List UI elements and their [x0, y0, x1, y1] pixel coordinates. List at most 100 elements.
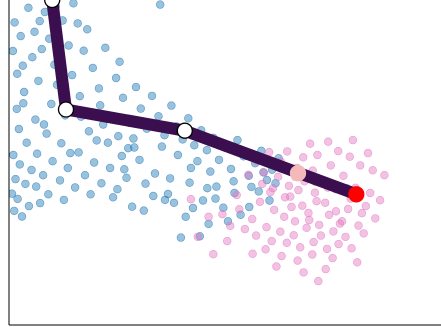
scatter-point: [282, 238, 291, 248]
scatter-point: [70, 183, 80, 192]
path-marker: [348, 186, 365, 203]
scatter-point: [88, 63, 98, 73]
scatter-point: [232, 190, 241, 200]
scatter-point: [63, 163, 73, 173]
scatter-point: [363, 148, 373, 158]
scatter-point: [30, 27, 39, 36]
scatter-point: [380, 171, 389, 180]
scatter-point: [82, 25, 92, 34]
scatter-point: [193, 232, 203, 242]
scatter-point: [272, 262, 281, 271]
scatter-point: [276, 227, 285, 236]
scatter-point: [21, 179, 30, 189]
scatter-point: [366, 188, 375, 198]
scatter-point: [24, 201, 34, 211]
path-marker: [176, 122, 193, 139]
scatter-point: [122, 173, 131, 183]
scatter-point: [186, 195, 196, 204]
scatter-point: [219, 203, 228, 212]
scatter-point: [167, 101, 176, 110]
scatter-point: [247, 182, 256, 192]
scatter-point: [305, 139, 315, 148]
scatter-point: [141, 179, 150, 188]
scatter-point: [308, 250, 317, 259]
scatter-point: [84, 127, 94, 136]
scatter-point: [185, 178, 194, 187]
scatter-point: [236, 210, 245, 220]
scatter-point: [226, 164, 236, 174]
scatter-point: [123, 144, 133, 153]
scatter-point: [223, 217, 233, 226]
scatter-points-layer: [9, 0, 389, 286]
scatter-point: [27, 165, 36, 175]
scatter-point: [315, 220, 324, 230]
scatter-point: [277, 251, 286, 261]
scatter-point: [322, 244, 332, 254]
scatter-point: [12, 104, 21, 114]
scatter-point: [293, 256, 302, 265]
scatter-point: [229, 177, 238, 186]
scatter-point: [13, 194, 22, 204]
scatter-point: [38, 171, 48, 180]
scatter-point: [13, 69, 22, 79]
scatter-point: [75, 91, 85, 101]
scatter-point: [14, 124, 24, 134]
scatter-point: [309, 237, 318, 247]
scatter-point: [248, 249, 257, 259]
scatter-point: [9, 206, 19, 216]
scatter-point: [9, 150, 18, 160]
scatter-point: [357, 209, 367, 218]
scatter-point: [31, 182, 41, 191]
scatter-point: [198, 196, 208, 205]
scatter-point: [328, 253, 337, 263]
scatter-point: [19, 99, 28, 108]
scatter-point: [19, 87, 29, 97]
scatter-point: [354, 221, 363, 230]
scatter-point: [35, 198, 45, 208]
scatter-point: [334, 146, 343, 156]
scatter-point: [255, 197, 265, 207]
scatter-point: [214, 155, 224, 165]
scatter-point: [11, 174, 20, 184]
scatter-point: [48, 157, 57, 166]
scatter-point: [244, 170, 253, 180]
scatter-point: [105, 163, 115, 173]
scatter-point: [55, 176, 65, 185]
scatter-point: [324, 210, 334, 220]
scatter-point: [341, 232, 350, 242]
scatter-point: [212, 182, 221, 191]
scatter-point: [226, 221, 235, 231]
scatter-point: [89, 158, 99, 167]
scatter-point: [150, 169, 160, 178]
scatter-point: [97, 179, 106, 188]
scatter-point: [95, 101, 105, 110]
scatter-point: [139, 206, 149, 215]
scatter-point: [92, 136, 101, 145]
scatter-point: [18, 61, 27, 70]
scatter-point: [147, 91, 157, 101]
scatter-point: [326, 161, 335, 170]
scatter-point: [127, 202, 137, 211]
scatter-point: [265, 196, 274, 205]
scatter-point: [203, 184, 212, 193]
scatter-point: [184, 114, 193, 123]
scatter-point: [211, 194, 220, 203]
scatter-point: [176, 233, 186, 242]
scatter-point: [304, 208, 313, 218]
scatter-point: [273, 172, 283, 182]
scatter-point: [314, 276, 323, 286]
scatter-point: [313, 150, 322, 160]
path-line: [46, 0, 359, 200]
scatter-point: [298, 201, 307, 210]
scatter-point: [169, 198, 179, 208]
scatter-point: [290, 217, 300, 226]
scatter-point: [135, 155, 144, 165]
scatter-point: [345, 152, 354, 161]
scatter-point: [347, 244, 356, 253]
scatter-point: [160, 195, 170, 205]
scatter-point: [22, 138, 31, 147]
scatter-point: [280, 193, 290, 202]
scatter-point: [356, 161, 365, 170]
scatter-point: [321, 198, 330, 208]
